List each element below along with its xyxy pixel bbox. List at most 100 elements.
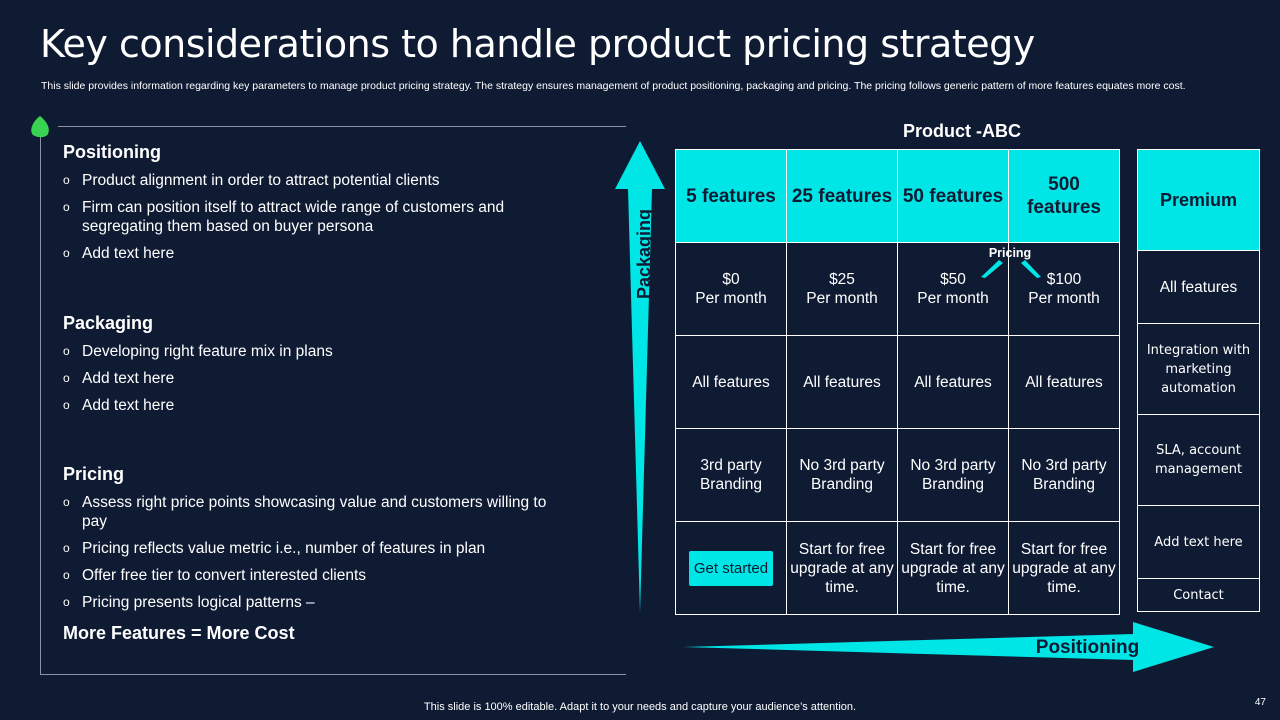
list-item: o Assess right price points showcasing va… xyxy=(63,493,563,531)
bullet-list: o Assess right price points showcasing va… xyxy=(63,493,563,612)
table-row: Integration with marketing automation xyxy=(1137,323,1260,415)
plan-cta-cell: Start for free upgrade at any time. xyxy=(1008,521,1120,615)
leaf-icon xyxy=(31,116,49,138)
bullet-list: o Product alignment in order to attract p… xyxy=(63,171,563,263)
plan-price: $25 xyxy=(829,271,855,288)
plan-period: Per month xyxy=(806,290,878,307)
plan-includes-cell: All features xyxy=(786,335,898,429)
premium-contact-cell[interactable]: Contact xyxy=(1137,578,1260,612)
plan-price-cell: $50 Per month xyxy=(897,242,1009,336)
pricing-callout-ticks-icon xyxy=(981,260,1041,278)
bullet-text: Pricing presents logical patterns – xyxy=(82,594,315,611)
table-row: $0 Per month $25 Per month $50 Per month $1… xyxy=(675,242,1120,336)
bullet-text: Add text here xyxy=(82,245,175,262)
list-item: o Product alignment in order to attract p… xyxy=(63,171,563,190)
positioning-arrow-icon xyxy=(683,622,1214,672)
premium-feature-cell: All features xyxy=(1137,250,1260,324)
plan-branding-cell: No 3rd party Branding xyxy=(1008,428,1120,522)
section-heading: Positioning xyxy=(63,142,161,162)
slide-subtitle: This slide provides information regardin… xyxy=(41,80,1186,92)
plan-cta-cell: Start for free upgrade at any time. xyxy=(897,521,1009,615)
bullet-icon: o xyxy=(63,495,70,509)
table-row: Premium xyxy=(1137,149,1260,251)
packaging-arrow-icon xyxy=(615,141,665,613)
premium-feature-cell: Add text here xyxy=(1137,505,1260,579)
list-item: o Pricing presents logical patterns – xyxy=(63,593,563,612)
plan-features-header: 25 features xyxy=(786,149,898,243)
premium-feature-cell: Integration with marketing automation xyxy=(1137,323,1260,415)
footer-note: This slide is 100% editable. Adapt it to… xyxy=(423,701,857,713)
plan-cta-cell: Get started xyxy=(675,521,787,615)
conclusion-text: More Features = More Cost xyxy=(63,623,295,643)
bullet-icon: o xyxy=(63,568,70,582)
left-panel-top-line xyxy=(58,126,626,127)
premium-feature-cell: SLA, account management xyxy=(1137,414,1260,506)
list-item: o Add text here xyxy=(63,369,563,388)
positioning-arrow-label: Positioning xyxy=(1035,637,1140,658)
table-row: All features All features All features A… xyxy=(675,335,1120,429)
bullet-icon: o xyxy=(63,344,70,358)
plan-features-header: 50 features xyxy=(897,149,1009,243)
plan-features-header: 500 features xyxy=(1008,149,1120,243)
list-item: o Add text here xyxy=(63,396,563,415)
table-row: Add text here xyxy=(1137,505,1260,579)
list-item: o Developing right feature mix in plans xyxy=(63,342,563,361)
plan-period: Per month xyxy=(695,290,767,307)
bullet-icon: o xyxy=(63,595,70,609)
premium-header: Premium xyxy=(1137,149,1260,251)
plan-price: $100 xyxy=(1046,271,1082,288)
plan-price: $0 xyxy=(722,271,740,288)
bullet-text: Offer free tier to convert interested cl… xyxy=(82,567,367,584)
plan-price-cell: $0 Per month xyxy=(675,242,787,336)
plan-includes-cell: All features xyxy=(897,335,1009,429)
list-item: o Add text here xyxy=(63,244,563,263)
bullet-text: Add text here xyxy=(82,370,175,387)
bullet-icon: o xyxy=(63,246,70,260)
pricing-plans-table: 5 features 25 features 50 features 500 f… xyxy=(675,149,1120,615)
plan-includes-cell: All features xyxy=(675,335,787,429)
section-positioning: Positioning o Product alignment in order … xyxy=(63,142,563,271)
plan-price-cell: $100 Per month xyxy=(1008,242,1120,336)
table-row: All features xyxy=(1137,250,1260,324)
bullet-text: Pricing reflects value metric i.e., numb… xyxy=(82,540,486,557)
table-row: SLA, account management xyxy=(1137,414,1260,506)
page-number: 47 xyxy=(1254,697,1266,708)
bullet-icon: o xyxy=(63,371,70,385)
bullet-icon: o xyxy=(63,541,70,555)
bullet-text: Add text here xyxy=(82,397,175,414)
plan-price: $50 xyxy=(940,271,966,288)
plan-branding-cell: No 3rd party Branding xyxy=(786,428,898,522)
plan-price-cell: $25 Per month xyxy=(786,242,898,336)
section-pricing: Pricing o Assess right price points showc… xyxy=(63,464,563,620)
plan-period: Per month xyxy=(917,290,989,307)
section-heading: Packaging xyxy=(63,313,154,333)
list-item: o Pricing reflects value metric i.e., num… xyxy=(63,539,563,558)
bullet-icon: o xyxy=(63,200,70,214)
section-packaging: Packaging o Developing right feature mix … xyxy=(63,313,563,423)
bullet-text: Developing right feature mix in plans xyxy=(82,343,333,360)
bullet-text: Firm can position itself to attract wide… xyxy=(82,199,505,235)
premium-plan-table: Premium All features Integration with ma… xyxy=(1137,149,1260,612)
pricing-callout: Pricing xyxy=(988,246,1032,260)
list-item: o Offer free tier to convert interested c… xyxy=(63,566,563,585)
plan-branding-cell: No 3rd party Branding xyxy=(897,428,1009,522)
plan-branding-cell: 3rd party Branding xyxy=(675,428,787,522)
bullet-icon: o xyxy=(63,398,70,412)
get-started-button[interactable]: Get started xyxy=(688,550,774,586)
list-item: o Firm can position itself to attract wid… xyxy=(63,198,563,236)
slide-title: Key considerations to handle product pri… xyxy=(40,22,1035,66)
bullet-text: Product alignment in order to attract po… xyxy=(82,172,440,189)
packaging-arrow-label: Packaging xyxy=(634,208,654,300)
section-heading: Pricing xyxy=(63,464,125,484)
left-panel-frame xyxy=(40,126,626,675)
table-row: Contact xyxy=(1137,578,1260,612)
bullet-list: o Developing right feature mix in plans o… xyxy=(63,342,563,415)
plan-features-header: 5 features xyxy=(675,149,787,243)
table-row: Get started Start for free upgrade at an… xyxy=(675,521,1120,615)
bullet-text: Assess right price points showcasing val… xyxy=(82,494,547,530)
product-title: Product -ABC xyxy=(903,121,1021,141)
plan-cta-cell: Start for free upgrade at any time. xyxy=(786,521,898,615)
plan-period: Per month xyxy=(1028,290,1100,307)
table-row: 5 features 25 features 50 features 500 f… xyxy=(675,149,1120,243)
table-row: 3rd party Branding No 3rd party Branding… xyxy=(675,428,1120,522)
